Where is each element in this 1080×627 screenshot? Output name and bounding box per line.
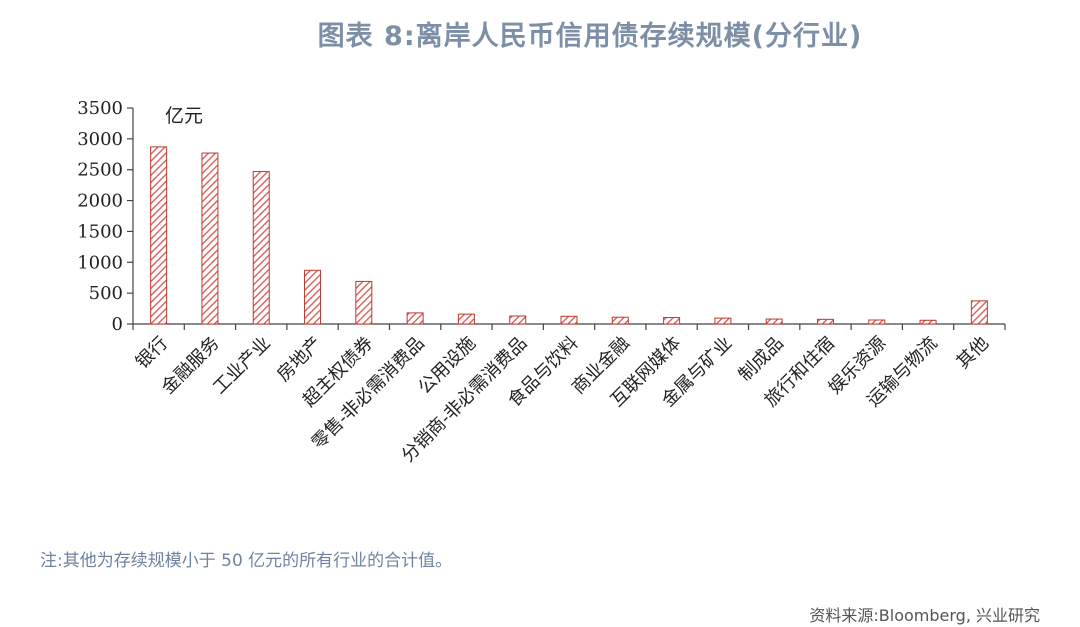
bar-15 — [919, 319, 937, 325]
bar-13 — [816, 318, 834, 325]
bar-12 — [765, 318, 783, 325]
y-tick-label: 1500 — [77, 221, 123, 242]
y-tick-label: 500 — [89, 283, 123, 304]
footnote: 注:其他为存续规模小于 50 亿元的所有行业的合计值。 — [40, 551, 453, 571]
bar-14 — [868, 319, 886, 325]
bar-5 — [406, 312, 424, 325]
y-tick-label: 3000 — [77, 129, 123, 150]
bar-6 — [457, 313, 475, 325]
chart-title: 图表 8:离岸人民币信用债存续规模(分行业) — [317, 21, 863, 52]
y-tick-label: 0 — [112, 314, 123, 335]
bar-4 — [355, 280, 373, 325]
y-tick-label: 1000 — [77, 252, 123, 273]
x-tick-labels: 银行金融服务工业产业房地产超主权债券零售-非必需消费品公用设施分销商-非必需消费… — [132, 333, 993, 467]
y-tick-label: 2500 — [77, 160, 123, 181]
bar-chart: 0 500 1000 1500 2000 2500 3000 3500 银行金融服务工业产业房… — [77, 98, 1006, 467]
x-tick-label: 其他 — [953, 333, 993, 373]
unit-label: 亿元 — [165, 105, 203, 127]
y-tick-label: 3500 — [77, 98, 123, 119]
bar-0 — [150, 146, 168, 325]
x-axis — [132, 323, 1006, 330]
bar-9 — [611, 316, 629, 325]
bar-1 — [201, 152, 219, 325]
bar-11 — [714, 317, 732, 325]
bar-10 — [663, 317, 681, 325]
x-tick-label: 工业产业 — [209, 333, 275, 399]
bar-8 — [560, 315, 578, 325]
bar-3 — [304, 269, 322, 325]
source-credit: 资料来源:Bloomberg, 兴业研究 — [809, 606, 1040, 625]
bar-2 — [252, 171, 270, 325]
bar-16 — [970, 300, 988, 325]
y-tick-label: 2000 — [77, 191, 123, 212]
x-tick-label: 银行 — [132, 333, 172, 373]
bar-7 — [509, 315, 527, 325]
y-axis: 0 500 1000 1500 2000 2500 3000 3500 — [77, 98, 134, 335]
bars — [150, 146, 988, 325]
